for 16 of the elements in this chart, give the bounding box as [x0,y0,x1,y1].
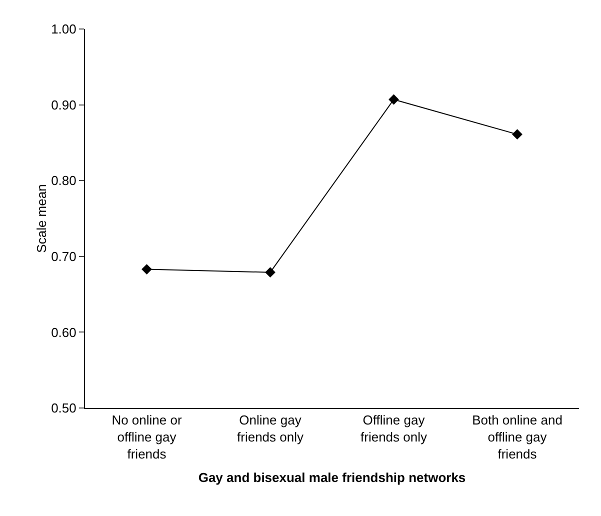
y-tick-label: 0.70 [51,248,76,264]
y-tick-label: 0.60 [51,324,76,340]
y-tick-label: 0.50 [51,400,76,416]
x-axis-title: Gay and bisexual male friendship networks [198,470,466,485]
y-tick-label: 0.90 [51,97,76,112]
y-tick-label: 0.80 [51,173,76,188]
x-tick-label: No online or offline gay friends [112,412,182,462]
point [512,129,522,140]
x-tick-label: Both online and offline gay friends [472,412,562,462]
point [142,264,152,274]
x-tick-label: Offline gay friends only [360,412,428,444]
y-tick-label: 1.00 [51,22,76,37]
y-axis-title: Scale mean [34,184,50,253]
point [388,94,399,105]
x-tick-label: Online gay friends only [237,412,304,444]
point [265,267,276,278]
